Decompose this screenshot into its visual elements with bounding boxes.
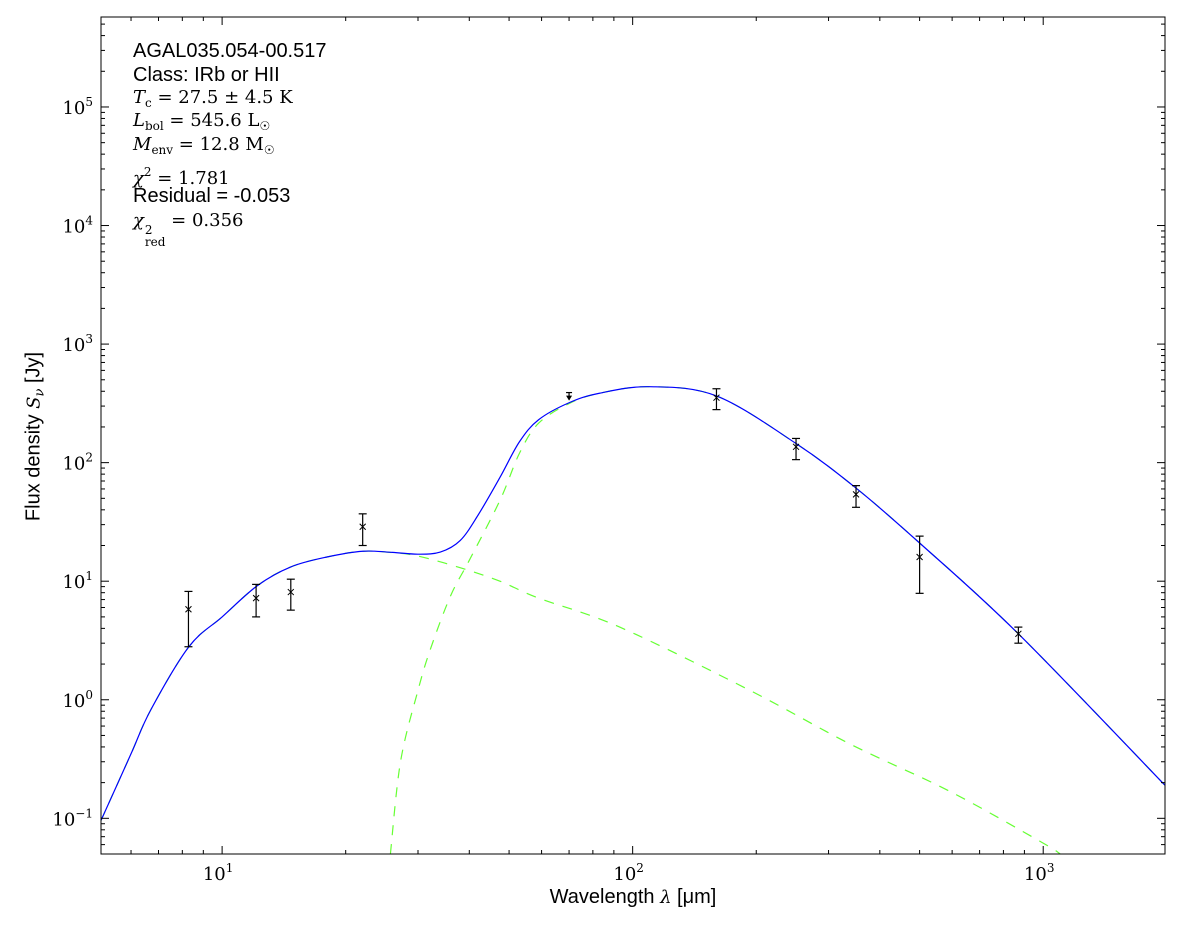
x-tick-label: 103 — [1024, 861, 1055, 885]
sun-symbol: ☉ — [259, 119, 271, 133]
value: = 0.356 — [165, 210, 244, 231]
y-tick-exponent: 2 — [85, 451, 93, 465]
x-marker — [185, 605, 192, 613]
superscript: 2 — [144, 223, 153, 237]
y-tick-label: 101 — [62, 569, 93, 593]
upper-limit-point — [566, 391, 573, 401]
y-tick-label: 102 — [62, 451, 93, 475]
data-point — [792, 437, 801, 461]
y-tick-label: 105 — [62, 95, 93, 119]
x-tick-label: 102 — [613, 861, 644, 885]
down-arrow-icon — [566, 395, 573, 401]
sup-sub: 2 red — [145, 224, 166, 248]
annotation-menv: Menv = 12.8 M☉ — [133, 134, 275, 161]
x-tick-exponent: 2 — [636, 861, 644, 875]
y-tick-exponent: −1 — [75, 806, 93, 820]
component-curve-1 — [389, 386, 1165, 854]
subscript: env — [151, 143, 174, 157]
y-tick-label: 100 — [62, 688, 93, 712]
y-tick-label: 103 — [62, 332, 93, 356]
annotation-tc: Tc = 27.5 ± 4.5 K — [133, 87, 293, 114]
x-marker — [287, 588, 295, 596]
subscript: bol — [144, 119, 164, 133]
superscript: 2 — [143, 165, 152, 179]
y-label-text: Flux density — [22, 408, 45, 522]
y-tick-label: 10−1 — [52, 806, 93, 830]
symbol: χ — [133, 168, 144, 189]
data-point — [852, 485, 861, 508]
y-label-symbol: S — [23, 396, 45, 409]
sun-symbol: ☉ — [263, 143, 275, 157]
x-tick-label: 101 — [203, 861, 234, 885]
data-point — [184, 590, 193, 648]
x-tick-exponent: 3 — [1047, 861, 1055, 875]
x-marker — [359, 523, 367, 531]
value: = 27.5 ± 4.5 K — [151, 87, 293, 108]
x-label-unit: [μm] — [671, 886, 717, 908]
source-class: Class: IRb or HII — [133, 64, 280, 86]
symbol: χ — [133, 210, 144, 231]
x-axis-label: Wavelength λ [μm] — [0, 886, 1200, 909]
x-tick-exponent: 1 — [226, 861, 234, 875]
y-tick-exponent: 5 — [85, 95, 93, 109]
x-label-text: Wavelength — [549, 886, 661, 908]
y-tick-exponent: 3 — [85, 332, 93, 346]
x-label-symbol: λ — [660, 887, 672, 908]
annotation-residual: Residual = -0.053 — [133, 185, 291, 207]
subscript: red — [144, 235, 166, 249]
x-marker — [792, 443, 800, 451]
annotation-lbol: Lbol = 545.6 L☉ — [133, 110, 270, 137]
y-label-unit: [Jy] — [22, 351, 45, 389]
value: = 545.6 L — [163, 110, 260, 131]
x-marker — [713, 394, 720, 402]
x-marker — [916, 553, 923, 561]
symbol: T — [133, 87, 146, 108]
y-tick-label: 104 — [62, 214, 93, 238]
data-point — [1014, 626, 1023, 644]
component-curve-2 — [101, 550, 1061, 854]
y-label-subscript: ν — [32, 388, 48, 397]
subscript: c — [145, 96, 152, 110]
data-point — [252, 583, 261, 618]
data-point — [286, 578, 295, 611]
data-point — [712, 388, 721, 411]
value: = 12.8 M — [173, 134, 264, 155]
source-name: AGAL035.054-00.517 — [133, 40, 327, 62]
y-axis-label: Flux density Sν [Jy] — [23, 237, 48, 637]
annotation-chi2: χ2 = 1.781 — [133, 161, 230, 190]
x-marker — [852, 491, 860, 498]
data-point — [915, 535, 924, 594]
symbol: M — [133, 134, 152, 155]
x-marker — [1015, 630, 1022, 638]
annotation-chi2-red: χ 2 red = 0.356 — [133, 210, 244, 248]
value: = 1.781 — [151, 168, 230, 189]
total-fit-curve — [101, 386, 1165, 821]
x-marker — [252, 594, 260, 602]
data-point — [358, 513, 367, 547]
y-tick-exponent: 4 — [85, 214, 93, 228]
y-tick-exponent: 0 — [85, 688, 93, 702]
symbol: L — [133, 110, 145, 131]
y-tick-exponent: 1 — [85, 569, 93, 583]
